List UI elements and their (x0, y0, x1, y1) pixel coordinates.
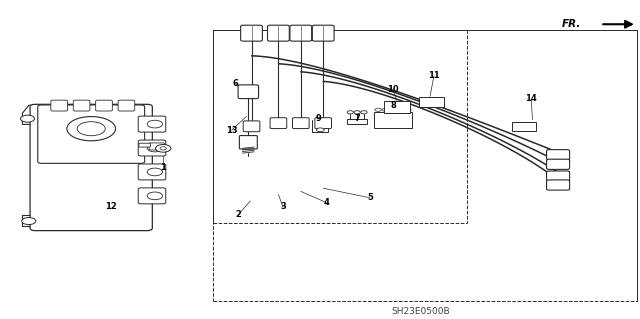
Text: 14: 14 (525, 94, 537, 103)
Text: 4: 4 (323, 198, 330, 207)
FancyBboxPatch shape (30, 104, 152, 231)
FancyBboxPatch shape (312, 25, 334, 41)
FancyBboxPatch shape (138, 116, 166, 132)
Bar (384, 101, 410, 113)
FancyBboxPatch shape (138, 188, 166, 204)
Text: 13: 13 (226, 126, 237, 135)
Text: SH23E0500B: SH23E0500B (391, 308, 450, 316)
FancyBboxPatch shape (292, 118, 309, 129)
Bar (419, 97, 444, 107)
FancyBboxPatch shape (547, 159, 570, 169)
FancyBboxPatch shape (238, 85, 259, 99)
FancyBboxPatch shape (241, 25, 262, 41)
Circle shape (20, 115, 35, 122)
FancyBboxPatch shape (38, 105, 145, 163)
FancyBboxPatch shape (315, 118, 332, 129)
Text: 1: 1 (160, 163, 166, 172)
Text: 9: 9 (316, 114, 321, 123)
Circle shape (316, 128, 324, 132)
Circle shape (390, 108, 396, 111)
Bar (512, 122, 536, 131)
FancyBboxPatch shape (95, 100, 113, 111)
Circle shape (22, 218, 36, 225)
FancyBboxPatch shape (239, 136, 257, 149)
Circle shape (147, 120, 163, 128)
FancyBboxPatch shape (138, 140, 166, 156)
Circle shape (382, 108, 388, 111)
Circle shape (397, 108, 404, 111)
Text: 7: 7 (355, 114, 360, 123)
Text: 12: 12 (106, 202, 117, 211)
Text: 10: 10 (387, 85, 399, 94)
FancyBboxPatch shape (547, 180, 570, 190)
FancyBboxPatch shape (139, 143, 150, 147)
Text: 5: 5 (367, 193, 373, 202)
Circle shape (147, 192, 163, 200)
Text: 11: 11 (428, 71, 440, 80)
Text: 6: 6 (232, 79, 239, 88)
Text: 8: 8 (390, 101, 396, 110)
FancyBboxPatch shape (243, 121, 260, 132)
Circle shape (361, 111, 367, 114)
Circle shape (147, 168, 163, 176)
FancyBboxPatch shape (547, 150, 570, 160)
FancyBboxPatch shape (268, 25, 289, 41)
Circle shape (147, 144, 163, 152)
Circle shape (160, 147, 166, 150)
FancyBboxPatch shape (73, 100, 90, 111)
FancyBboxPatch shape (138, 164, 166, 180)
Text: 2: 2 (236, 210, 242, 219)
Bar (374, 112, 412, 128)
FancyBboxPatch shape (290, 25, 312, 41)
Circle shape (67, 116, 115, 141)
Text: 3: 3 (280, 202, 285, 211)
Circle shape (156, 145, 171, 152)
Bar (347, 119, 367, 124)
Circle shape (404, 108, 411, 111)
FancyBboxPatch shape (270, 118, 287, 129)
Text: FR.: FR. (562, 19, 581, 29)
FancyBboxPatch shape (118, 100, 134, 111)
FancyBboxPatch shape (547, 171, 570, 181)
FancyBboxPatch shape (51, 100, 67, 111)
Circle shape (347, 111, 353, 114)
FancyBboxPatch shape (149, 143, 164, 150)
Circle shape (354, 111, 360, 114)
Circle shape (77, 122, 105, 136)
Circle shape (375, 108, 381, 111)
